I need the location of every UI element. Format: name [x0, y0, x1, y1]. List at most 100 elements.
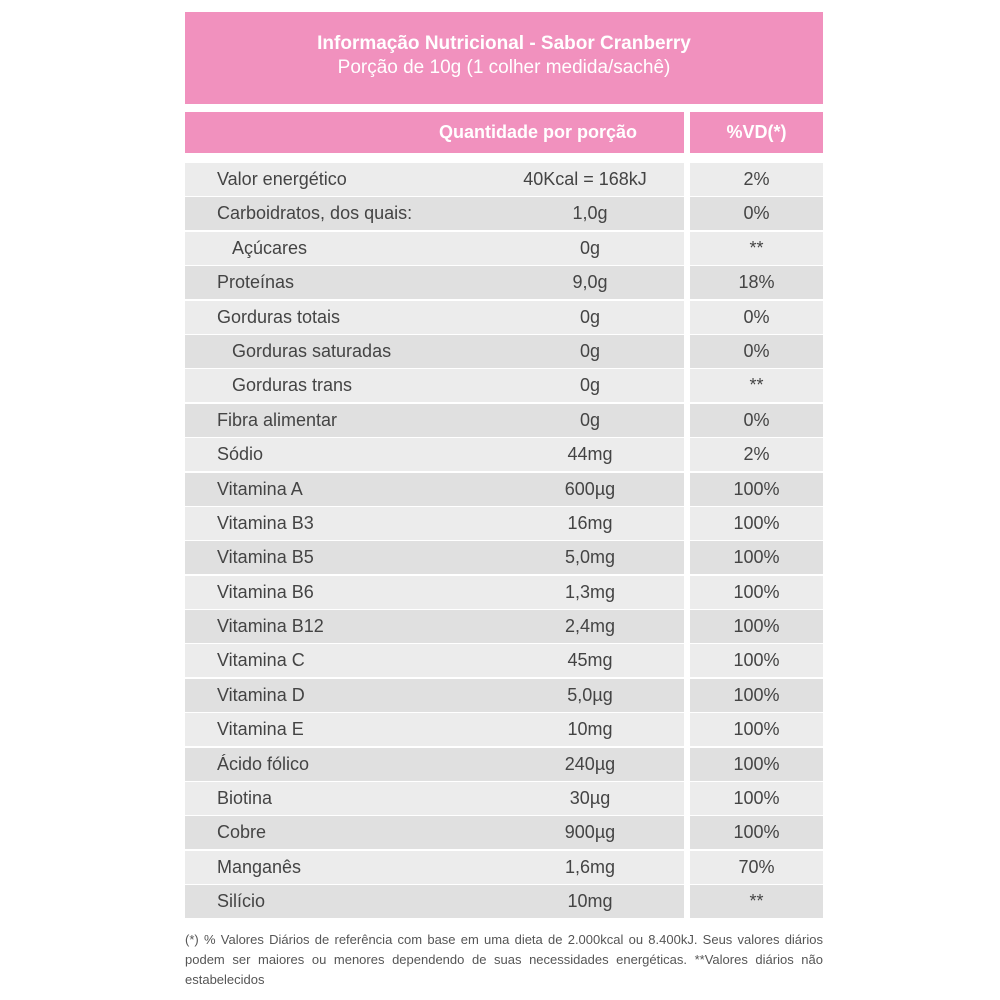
table-row: Fibra alimentar 0g 0%	[185, 403, 823, 438]
nutrient-name: Gorduras totais	[217, 306, 341, 327]
nutrient-quantity: 16mg	[567, 512, 613, 533]
nutrient-dv: 2%	[690, 163, 823, 196]
nutrient-quantity: 45mg	[567, 650, 613, 671]
nutrient-name: Proteínas	[217, 272, 295, 293]
nutrient-quantity: 1,0g	[572, 203, 608, 224]
nutrient-quantity: 10mg	[567, 719, 613, 740]
nutrient-quantity: 44mg	[567, 444, 613, 465]
nutrient-quantity: 40Kcal = 168kJ	[523, 169, 647, 189]
nutrient-quantity: 1,6mg	[564, 856, 616, 877]
table-row: Valor energético 40Kcal = 168kJ 2%	[185, 163, 823, 197]
table-row: Ácido fólico 240µg 100%	[185, 747, 823, 782]
nutrient-dv: 100%	[690, 472, 823, 506]
nutrient-name: Vitamina C	[217, 650, 305, 671]
nutrient-dv: 100%	[690, 713, 823, 747]
row-background	[185, 163, 684, 196]
table-row: Açúcares 0g **	[185, 231, 823, 266]
table-row: Silício 10mg **	[185, 885, 823, 919]
row-background	[185, 369, 684, 403]
nutrition-table: Valor energético 40Kcal = 168kJ 2% Carboidr…	[185, 163, 823, 920]
nutrient-dv: 70%	[690, 850, 823, 884]
table-row: Sódio 44mg 2%	[185, 438, 823, 472]
row-background	[185, 816, 684, 850]
row-background	[185, 334, 684, 368]
table-row: Vitamina D 5,0µg 100%	[185, 678, 823, 713]
nutrient-quantity: 0g	[579, 340, 601, 361]
nutrient-name: Vitamina D	[217, 684, 305, 705]
table-title: Informação Nutricional - Sabor Cranberry	[317, 33, 691, 54]
row-background	[185, 231, 684, 265]
nutrient-dv: **	[690, 885, 823, 919]
nutrient-name: Vitamina E	[217, 719, 304, 740]
nutrient-name: Vitamina B12	[217, 616, 324, 637]
table-row: Biotina 30µg 100%	[185, 782, 823, 816]
nutrient-dv: 100%	[690, 644, 823, 678]
nutrient-quantity: 0g	[579, 306, 601, 327]
row-background	[185, 266, 684, 300]
column-header-quantity: Quantidade por porção	[185, 112, 684, 153]
nutrient-name: Gorduras saturadas	[232, 340, 392, 361]
nutrient-dv: 100%	[690, 575, 823, 609]
nutrient-name: Açúcares	[232, 237, 308, 258]
nutrient-name: Sódio	[217, 444, 264, 465]
table-row: Manganês 1,6mg 70%	[185, 850, 823, 885]
nutrient-dv: 100%	[690, 506, 823, 540]
nutrient-name: Biotina	[217, 788, 273, 809]
nutrient-dv: **	[690, 231, 823, 265]
nutrient-name: Vitamina B5	[217, 547, 314, 568]
table-row: Vitamina C 45mg 100%	[185, 644, 823, 678]
nutrient-dv: 100%	[690, 816, 823, 850]
nutrient-dv: 0%	[690, 403, 823, 437]
nutrient-quantity: 900µg	[564, 822, 616, 843]
table-row: Carboidratos, dos quais: 1,0g 0%	[185, 197, 823, 231]
row-background	[185, 713, 684, 747]
table-row: Cobre 900µg 100%	[185, 816, 823, 850]
column-header-dv: %VD(*)	[690, 112, 823, 153]
row-background	[185, 610, 684, 644]
row-background	[185, 438, 684, 472]
table-row: Vitamina B6 1,3mg 100%	[185, 575, 823, 610]
row-background	[185, 506, 684, 540]
footnote: (*) % Valores Diários de referência com …	[185, 932, 823, 987]
nutrient-quantity: 0g	[579, 237, 601, 258]
nutrient-name: Silício	[217, 891, 266, 912]
nutrient-quantity: 600µg	[564, 478, 616, 499]
nutrient-quantity: 0g	[579, 409, 601, 430]
nutrient-quantity: 5,0µg	[567, 684, 613, 705]
nutrient-dv: 0%	[690, 300, 823, 334]
table-row: Vitamina A 600µg 100%	[185, 472, 823, 507]
nutrient-dv: 0%	[690, 334, 823, 368]
nutrient-quantity: 0g	[579, 375, 601, 396]
nutrient-quantity: 10mg	[567, 891, 613, 912]
nutrient-dv: 100%	[690, 678, 823, 712]
table-row: Proteínas 9,0g 18%	[185, 266, 823, 300]
nutrient-dv: 0%	[690, 197, 823, 231]
nutrient-name: Fibra alimentar	[217, 409, 338, 430]
row-background	[185, 541, 684, 575]
nutrient-dv: 100%	[690, 610, 823, 644]
row-background	[185, 403, 684, 437]
nutrient-quantity: 1,3mg	[564, 581, 616, 602]
table-row: Gorduras saturadas 0g 0%	[185, 334, 823, 369]
serving-size: Porção de 10g (1 colher medida/sachê)	[337, 57, 671, 78]
nutrient-name: Vitamina A	[217, 478, 303, 499]
row-background	[185, 850, 684, 884]
nutrient-dv: 100%	[690, 541, 823, 575]
table-row: Vitamina B3 16mg 100%	[185, 506, 823, 541]
row-background	[185, 300, 684, 334]
nutrient-name: Vitamina B6	[217, 581, 314, 602]
table-row: Vitamina B5 5,0mg 100%	[185, 541, 823, 575]
table-row: Vitamina B12 2,4mg 100%	[185, 610, 823, 644]
row-background	[185, 575, 684, 609]
nutrient-quantity: 240µg	[564, 753, 616, 774]
row-background	[185, 747, 684, 781]
table-header: Informação Nutricional - Sabor Cranberry…	[185, 12, 823, 104]
table-row: Gorduras totais 0g 0%	[185, 300, 823, 335]
nutrient-dv: 100%	[690, 747, 823, 781]
nutrient-name: Valor energético	[217, 169, 347, 189]
column-header-quantity-label: Quantidade por porção	[439, 122, 638, 142]
row-background	[185, 885, 684, 919]
row-background	[185, 472, 684, 506]
nutrient-quantity: 5,0mg	[564, 547, 616, 568]
nutrient-name: Carboidratos, dos quais:	[217, 203, 413, 224]
